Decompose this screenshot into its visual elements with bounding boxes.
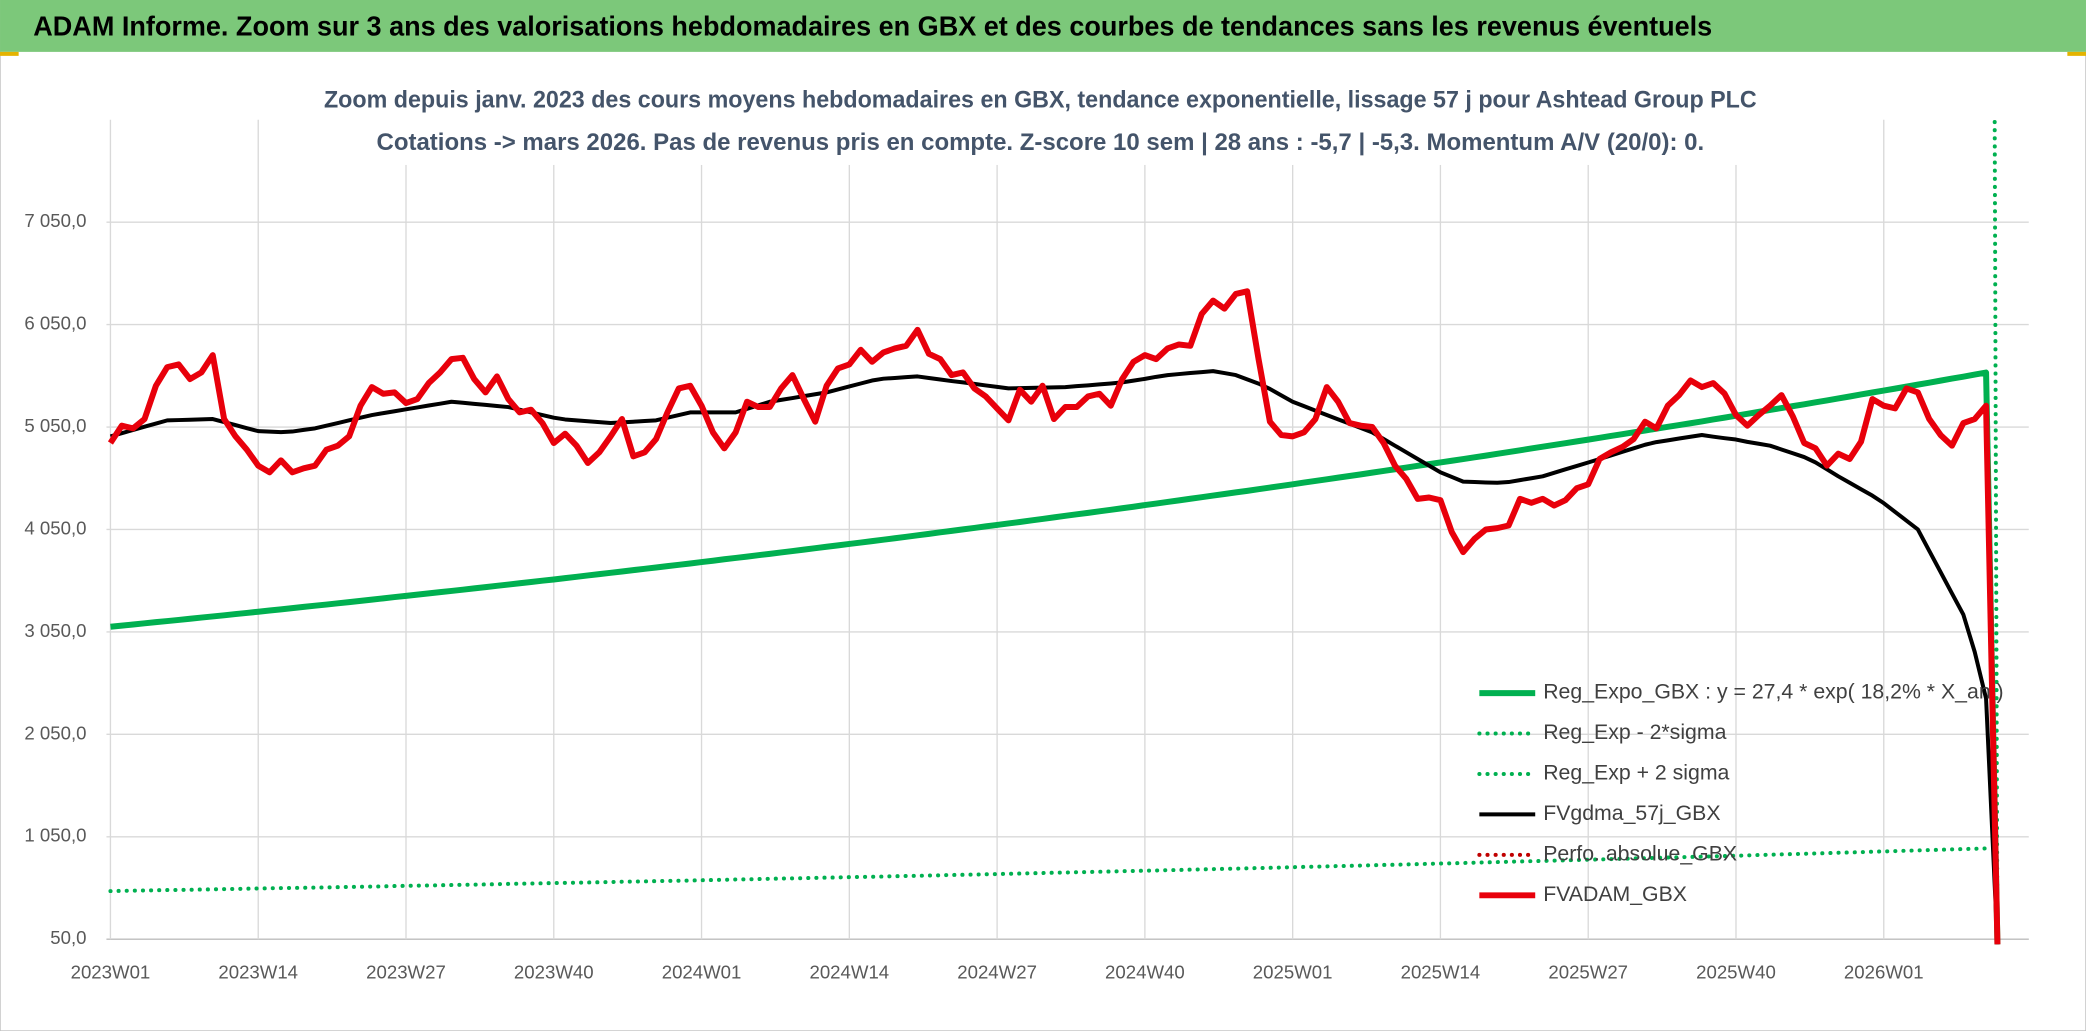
legend-label: Reg_Exp + 2 sigma	[1543, 761, 1729, 785]
page-title: ADAM Informe. Zoom sur 3 ans des valoris…	[33, 10, 1712, 41]
x-tick-label: 2025W40	[1696, 962, 1776, 983]
x-tick-label: 2025W01	[1253, 962, 1333, 983]
chart-title: Zoom depuis janv. 2023 des cours moyens …	[324, 86, 1757, 113]
x-tick-label: 2024W14	[809, 962, 889, 983]
x-tick-label: 2024W27	[957, 962, 1037, 983]
x-tick-label: 2024W40	[1105, 962, 1185, 983]
y-tick-label: 1 050,0	[24, 825, 86, 846]
legend-label: Reg_Exp - 2*sigma	[1543, 720, 1726, 744]
x-tick-label: 2025W27	[1548, 962, 1628, 983]
y-tick-label: 2 050,0	[24, 722, 86, 743]
series-line	[110, 369, 2001, 945]
legend-label: Perfo. absolue_GBX	[1543, 841, 1737, 865]
y-tick-label: 6 050,0	[24, 313, 86, 334]
plot	[107, 117, 2001, 947]
grid: 50,0 1 050,0 2 050,0 3 050,0 4 050,0 5 050,0 6…	[24, 119, 2029, 983]
corner-accent	[0, 51, 19, 56]
corner-accent	[2067, 51, 2086, 56]
legend-label: FVADAM_GBX	[1543, 882, 1687, 906]
legend-label: Reg_Expo_GBX : y = 27,4 * exp( 18,2% * X…	[1543, 680, 2003, 704]
x-tick-label: 2023W14	[218, 962, 298, 983]
series-line	[107, 288, 2001, 945]
series-line	[109, 369, 2000, 945]
x-tick-label: 2024W01	[662, 962, 742, 983]
x-tick-label: 2026W01	[1844, 962, 1924, 983]
x-tick-label: 2023W01	[71, 962, 151, 983]
y-tick-label: 50,0	[50, 927, 86, 948]
y-tick-label: 4 050,0	[24, 517, 86, 538]
y-tick-label: 7 050,0	[24, 210, 86, 231]
legend: Reg_Expo_GBX : y = 27,4 * exp( 18,2% * X…	[1477, 680, 2004, 906]
x-tick-label: 2025W14	[1401, 962, 1481, 983]
y-tick-label: 3 050,0	[24, 620, 86, 641]
title-box	[319, 82, 1763, 165]
x-tick-label: 2023W40	[514, 962, 594, 983]
header-band	[0, 0, 2086, 52]
y-tick-label: 5 050,0	[24, 415, 86, 436]
chart-subtitle: Cotations -> mars 2026. Pas de revenus p…	[377, 129, 1705, 156]
legend-label: FVgdma_57j_GBX	[1543, 801, 1720, 825]
x-tick-label: 2023W27	[366, 962, 446, 983]
